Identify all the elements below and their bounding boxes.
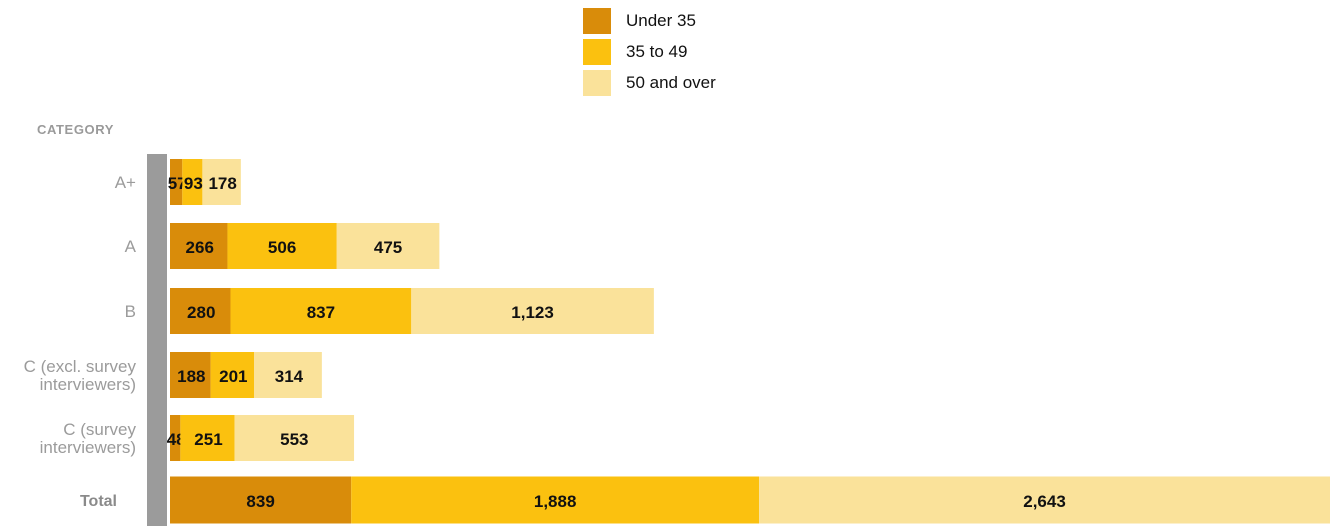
data-label: 1,888 — [534, 492, 577, 511]
bar-segment — [170, 288, 231, 334]
legend: Under 35 35 to 49 50 and over — [583, 7, 716, 100]
data-label: 57 — [168, 174, 187, 193]
category-label: A+ — [115, 173, 136, 192]
data-label: 314 — [275, 367, 304, 386]
bar-segment — [170, 476, 352, 524]
legend-swatch-35-to-49 — [583, 38, 611, 65]
category-label: C (survey — [63, 420, 136, 439]
bar-segment — [170, 352, 211, 398]
data-label: 280 — [187, 303, 215, 322]
data-label: 188 — [177, 367, 205, 386]
bar-segment — [227, 223, 337, 269]
category-label: C (excl. survey — [24, 357, 137, 376]
bar-segment — [180, 415, 235, 461]
bar-segment — [336, 223, 440, 269]
bar-segment — [254, 352, 322, 398]
category-axis-title: CATEGORY — [37, 122, 115, 137]
legend-item-under-35: Under 35 — [583, 7, 716, 34]
data-label: 837 — [307, 303, 335, 322]
bar-segment — [234, 415, 355, 461]
data-label: 506 — [268, 238, 296, 257]
category-label: Total — [80, 493, 117, 510]
category-label: B — [125, 302, 136, 321]
bar-segment — [351, 476, 760, 524]
bar-segment — [170, 415, 181, 461]
bar-segment — [170, 223, 228, 269]
data-label: 251 — [194, 430, 222, 449]
legend-label-50-and-over: 50 and over — [626, 72, 716, 92]
data-label: 266 — [186, 238, 214, 257]
category-axis-line — [147, 154, 167, 526]
bar-segment — [411, 288, 654, 334]
legend-item-50-and-over: 50 and over — [583, 69, 716, 96]
data-label: 2,643 — [1023, 492, 1066, 511]
bar-segment — [759, 476, 1330, 524]
legend-swatch-50-and-over — [583, 69, 611, 96]
bar-segment — [230, 288, 412, 334]
data-label: 201 — [219, 367, 247, 386]
legend-item-35-to-49: 35 to 49 — [583, 38, 716, 65]
bar-segment — [170, 159, 183, 205]
data-label: 553 — [280, 430, 308, 449]
legend-label-under-35: Under 35 — [626, 10, 696, 30]
bar-segment — [210, 352, 255, 398]
bar-segment — [182, 159, 203, 205]
bar-segment — [202, 159, 241, 205]
category-label: A — [125, 237, 137, 256]
legend-label-35-to-49: 35 to 49 — [626, 41, 688, 61]
data-label: 178 — [208, 174, 236, 193]
category-label: interviewers) — [40, 375, 136, 394]
category-label: interviewers) — [40, 438, 136, 457]
legend-swatch-under-35 — [583, 7, 611, 34]
data-label: 839 — [246, 492, 274, 511]
data-label: 1,123 — [511, 303, 554, 322]
data-label: 475 — [374, 238, 402, 257]
data-label: 93 — [184, 174, 203, 193]
